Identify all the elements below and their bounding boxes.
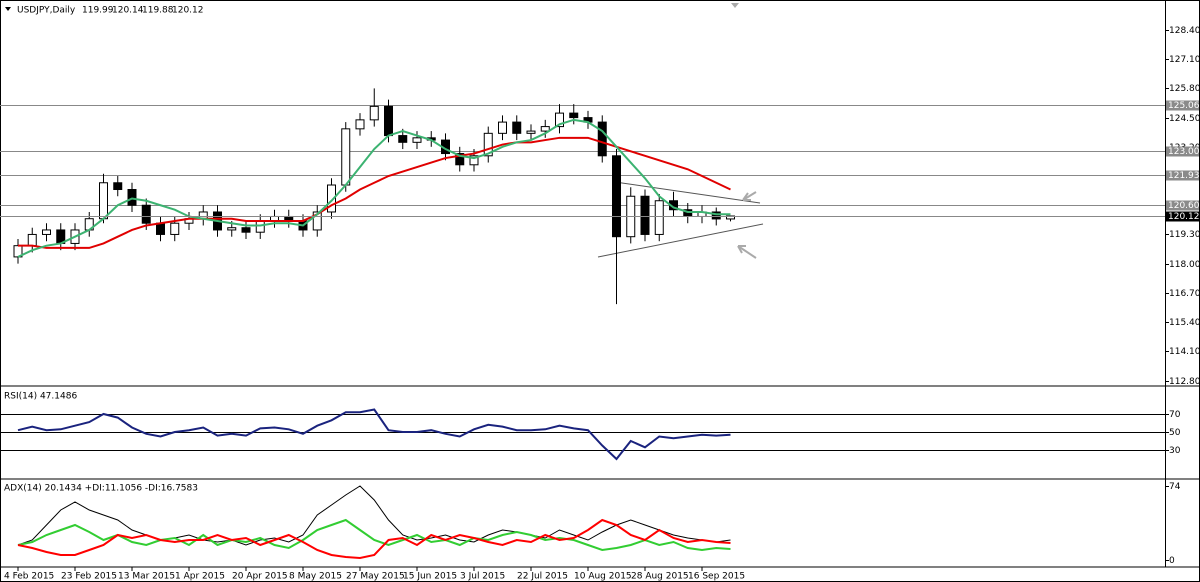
header-value: 120.12 bbox=[172, 6, 204, 16]
candle-body bbox=[255, 220, 265, 233]
chart-title: USDJPY,Daily bbox=[17, 6, 76, 16]
y-tick-label: 74 bbox=[1169, 482, 1181, 492]
level-tag bbox=[1166, 146, 1199, 157]
candle-body bbox=[512, 121, 522, 134]
candle-body bbox=[369, 105, 379, 121]
x-tick-label: 20 Apr 2015 bbox=[232, 572, 288, 582]
candle-body bbox=[555, 112, 564, 128]
x-tick-label: 23 Feb 2015 bbox=[61, 572, 117, 582]
candle-body bbox=[27, 233, 37, 247]
x-tick-label: 10 Aug 2015 bbox=[574, 572, 632, 582]
menu-icon bbox=[5, 7, 11, 11]
header-value: 119.88 bbox=[142, 6, 174, 16]
x-tick-label: 3 Jul 2015 bbox=[460, 572, 505, 582]
x-tick-label: 4 Feb 2015 bbox=[4, 572, 54, 582]
candle-body bbox=[241, 227, 251, 233]
arrow-icon bbox=[731, 3, 739, 8]
candle-body bbox=[384, 105, 393, 137]
level-tag bbox=[1166, 100, 1199, 111]
candle-body bbox=[398, 135, 408, 143]
candle-body bbox=[469, 155, 479, 166]
level-label: 121.93 bbox=[1168, 171, 1200, 181]
candle-body bbox=[141, 204, 151, 224]
panel-title: ADX(14) 20.1434 +DI:11.1056 -DI:16.7583 bbox=[4, 484, 198, 494]
x-tick-label: 15 Jun 2015 bbox=[403, 572, 457, 582]
y-tick-label: 119.30 bbox=[1169, 230, 1200, 240]
candle-body bbox=[355, 119, 365, 130]
candle-body bbox=[42, 229, 51, 235]
y-tick-label: 127.10 bbox=[1169, 55, 1200, 65]
candle-body bbox=[569, 112, 579, 119]
y-tick-label: 112.80 bbox=[1169, 377, 1200, 387]
y-tick-label: 0 bbox=[1169, 556, 1175, 566]
candle-body bbox=[483, 132, 493, 157]
price-tag bbox=[1166, 211, 1199, 222]
y-tick-label: 70 bbox=[1169, 410, 1181, 420]
x-tick-label: 16 Sep 2015 bbox=[688, 572, 745, 582]
candle-body bbox=[412, 137, 422, 143]
candle-body bbox=[540, 126, 550, 132]
candle-body bbox=[327, 184, 336, 213]
y-tick-label: 124.50 bbox=[1169, 114, 1200, 124]
x-tick-label: 22 Jul 2015 bbox=[517, 572, 568, 582]
level-tag bbox=[1166, 170, 1199, 181]
candle-body bbox=[127, 189, 137, 206]
y-tick-label: 114.10 bbox=[1169, 347, 1200, 357]
moving-average bbox=[17, 118, 731, 258]
indicator-line bbox=[17, 518, 731, 552]
level-label: 123.00 bbox=[1168, 147, 1200, 157]
price-label: 120.12 bbox=[1168, 212, 1200, 222]
y-tick-label: 50 bbox=[1169, 428, 1181, 438]
indicator-line bbox=[17, 485, 731, 546]
candle-body bbox=[711, 211, 721, 220]
candle-body bbox=[156, 222, 165, 235]
candle-body bbox=[99, 182, 108, 220]
indicator-line bbox=[17, 408, 731, 461]
y-tick-label: 30 bbox=[1169, 446, 1181, 456]
candle-body bbox=[312, 211, 322, 231]
x-tick-label: 13 Mar 2015 bbox=[118, 572, 175, 582]
candle-body bbox=[341, 128, 351, 186]
y-tick-label: 116.70 bbox=[1169, 289, 1200, 299]
candle-body bbox=[640, 195, 650, 235]
candle-body bbox=[170, 222, 180, 235]
header-value: 120.14 bbox=[112, 6, 144, 16]
candle-body bbox=[654, 200, 664, 235]
arrow-icon bbox=[737, 245, 757, 259]
header-value: 119.99 bbox=[82, 6, 114, 16]
candle-body bbox=[597, 121, 607, 157]
trend-line bbox=[614, 181, 761, 204]
y-tick-label: 128.40 bbox=[1169, 26, 1200, 36]
candle-body bbox=[113, 182, 123, 191]
arrow-icon bbox=[742, 191, 757, 201]
x-tick-label: 27 May 2015 bbox=[346, 572, 405, 582]
y-tick-label: 125.80 bbox=[1169, 84, 1200, 94]
candle-body bbox=[498, 121, 507, 134]
y-tick-label: 115.40 bbox=[1169, 318, 1200, 328]
level-label: 125.06 bbox=[1168, 101, 1200, 111]
candle-body bbox=[455, 153, 465, 166]
level-tag bbox=[1166, 200, 1199, 211]
candle-body bbox=[227, 227, 237, 231]
x-tick-label: 28 Aug 2015 bbox=[631, 572, 689, 582]
panel-title: RSI(14) 47.1486 bbox=[4, 392, 77, 402]
indicator-line bbox=[17, 518, 731, 560]
y-tick-label: 118.00 bbox=[1169, 260, 1200, 270]
x-tick-label: 8 May 2015 bbox=[289, 572, 342, 582]
level-label: 120.60 bbox=[1168, 201, 1200, 211]
moving-average bbox=[18, 136, 731, 249]
x-tick-label: 1 Apr 2015 bbox=[175, 572, 225, 582]
candle-body bbox=[612, 155, 621, 238]
candle-body bbox=[526, 130, 536, 134]
trend-line bbox=[597, 223, 764, 258]
